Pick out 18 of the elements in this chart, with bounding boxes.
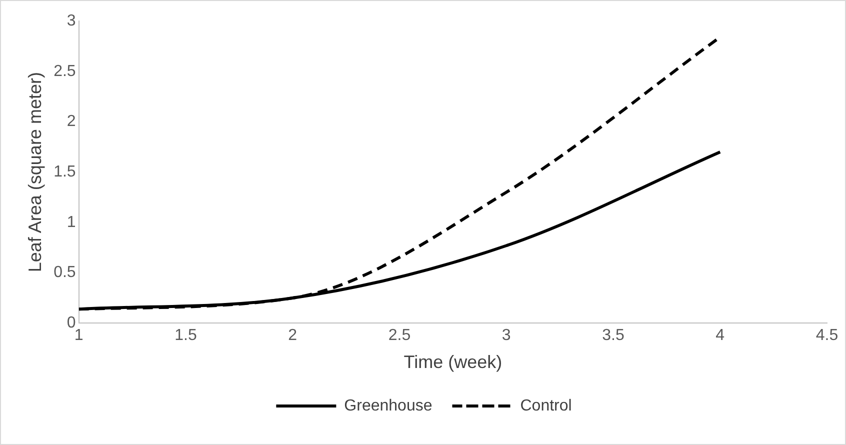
x-tick-label: 1.5 — [174, 327, 197, 344]
legend-label: Greenhouse — [344, 397, 432, 414]
x-tick-label: 2.5 — [388, 327, 411, 344]
x-tick-label: 3.5 — [602, 327, 624, 344]
y-tick-label: 0 — [66, 314, 76, 332]
x-tick-label: 4.5 — [816, 327, 838, 344]
legend-label: Control — [520, 397, 572, 414]
x-axis-title: Time (week) — [404, 352, 502, 372]
y-tick-label: 2 — [66, 113, 76, 130]
y-tick-label: 3 — [66, 12, 76, 30]
x-tick-label: 4 — [716, 327, 725, 344]
y-tick-label: 1 — [66, 214, 76, 231]
y-tick-label: 0.5 — [54, 264, 76, 282]
y-tick-label: 2.5 — [54, 62, 76, 80]
y-axis-title: Leaf Area (square meter) — [24, 72, 45, 272]
y-tick-label: 1.5 — [54, 164, 76, 181]
x-tick-label: 2 — [288, 327, 298, 344]
x-tick-label: 3 — [502, 327, 511, 344]
